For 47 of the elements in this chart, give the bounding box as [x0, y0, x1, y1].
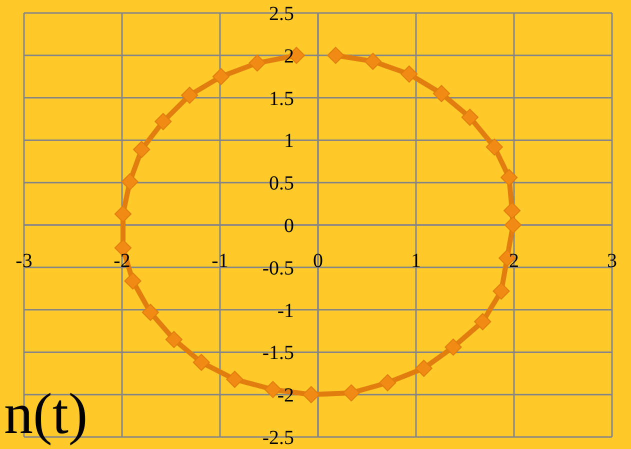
- x-tick-label: -1: [212, 250, 228, 272]
- point: [461, 108, 478, 126]
- point: [486, 138, 503, 156]
- y-tick-label: 0.5: [269, 172, 294, 195]
- point: [226, 370, 244, 388]
- point: [133, 140, 150, 158]
- point: [302, 386, 320, 404]
- point: [400, 65, 418, 83]
- point: [327, 46, 344, 64]
- point: [415, 360, 432, 377]
- point: [142, 304, 159, 321]
- y-tick-label: -1.5: [262, 342, 294, 364]
- x-tick-label: 3: [607, 250, 617, 272]
- y-tick-label: 1.5: [269, 88, 294, 110]
- point: [504, 216, 522, 234]
- y-tick-label: -2.5: [262, 427, 294, 449]
- point: [474, 313, 492, 330]
- point: [124, 272, 142, 290]
- point: [492, 282, 510, 300]
- point: [248, 54, 266, 72]
- point: [364, 52, 382, 70]
- y-tick-label: 2: [284, 45, 294, 68]
- point: [432, 85, 450, 102]
- x-tick-label: -2: [114, 250, 130, 272]
- x-tick-label: 2: [509, 250, 519, 272]
- point: [154, 112, 172, 130]
- y-tick-label: -1: [277, 300, 294, 322]
- point: [342, 384, 360, 402]
- y-tick-label: -0.5: [262, 257, 294, 280]
- point: [192, 354, 210, 371]
- point: [121, 173, 138, 190]
- y-tick-label: 0: [284, 215, 294, 237]
- point: [181, 86, 198, 104]
- point: [444, 338, 462, 356]
- point: [379, 374, 396, 392]
- x-tick-label: 1: [411, 250, 421, 272]
- y-tick-label: -2: [277, 384, 294, 407]
- point: [212, 68, 230, 86]
- x-tick-label: -3: [16, 250, 32, 272]
- point: [114, 205, 132, 223]
- point: [165, 330, 182, 348]
- point: [500, 168, 518, 186]
- y-tick-label: 1: [284, 130, 294, 152]
- annotation: n(t): [4, 381, 88, 446]
- x-tick-label: 0: [313, 250, 323, 272]
- point: [503, 202, 521, 220]
- y-tick-label: 2.5: [269, 3, 294, 25]
